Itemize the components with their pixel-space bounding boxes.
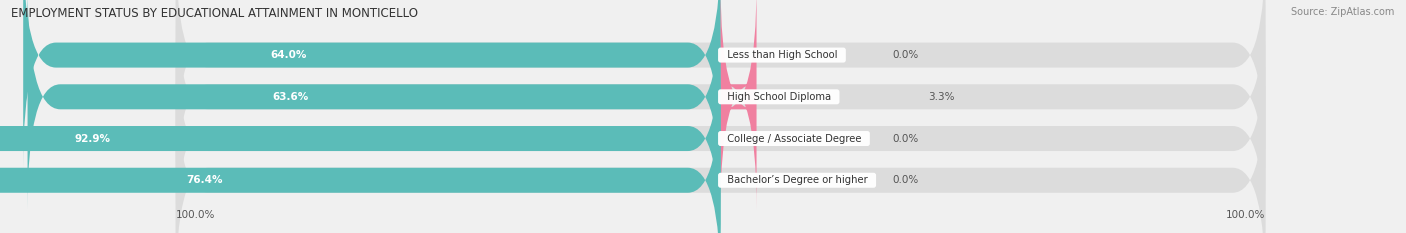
Text: 100.0%: 100.0% [1226, 210, 1265, 220]
Text: 64.0%: 64.0% [270, 50, 307, 60]
Text: 100.0%: 100.0% [176, 210, 215, 220]
FancyBboxPatch shape [721, 0, 756, 209]
Text: Source: ZipAtlas.com: Source: ZipAtlas.com [1291, 7, 1395, 17]
FancyBboxPatch shape [22, 0, 721, 168]
FancyBboxPatch shape [176, 0, 1265, 209]
Text: 63.6%: 63.6% [273, 92, 309, 102]
FancyBboxPatch shape [176, 68, 1265, 233]
Text: 0.0%: 0.0% [893, 175, 920, 185]
FancyBboxPatch shape [176, 0, 1265, 168]
Text: 76.4%: 76.4% [186, 175, 222, 185]
FancyBboxPatch shape [176, 26, 1265, 233]
FancyBboxPatch shape [0, 68, 721, 233]
FancyBboxPatch shape [28, 0, 721, 209]
FancyBboxPatch shape [0, 26, 721, 233]
Text: EMPLOYMENT STATUS BY EDUCATIONAL ATTAINMENT IN MONTICELLO: EMPLOYMENT STATUS BY EDUCATIONAL ATTAINM… [11, 7, 418, 20]
Text: College / Associate Degree: College / Associate Degree [721, 134, 868, 144]
Text: 0.0%: 0.0% [893, 134, 920, 144]
Text: High School Diploma: High School Diploma [721, 92, 837, 102]
Text: 3.3%: 3.3% [928, 92, 955, 102]
Text: Bachelor’s Degree or higher: Bachelor’s Degree or higher [721, 175, 873, 185]
Text: 0.0%: 0.0% [893, 50, 920, 60]
Text: Less than High School: Less than High School [721, 50, 844, 60]
Text: 92.9%: 92.9% [75, 134, 111, 144]
